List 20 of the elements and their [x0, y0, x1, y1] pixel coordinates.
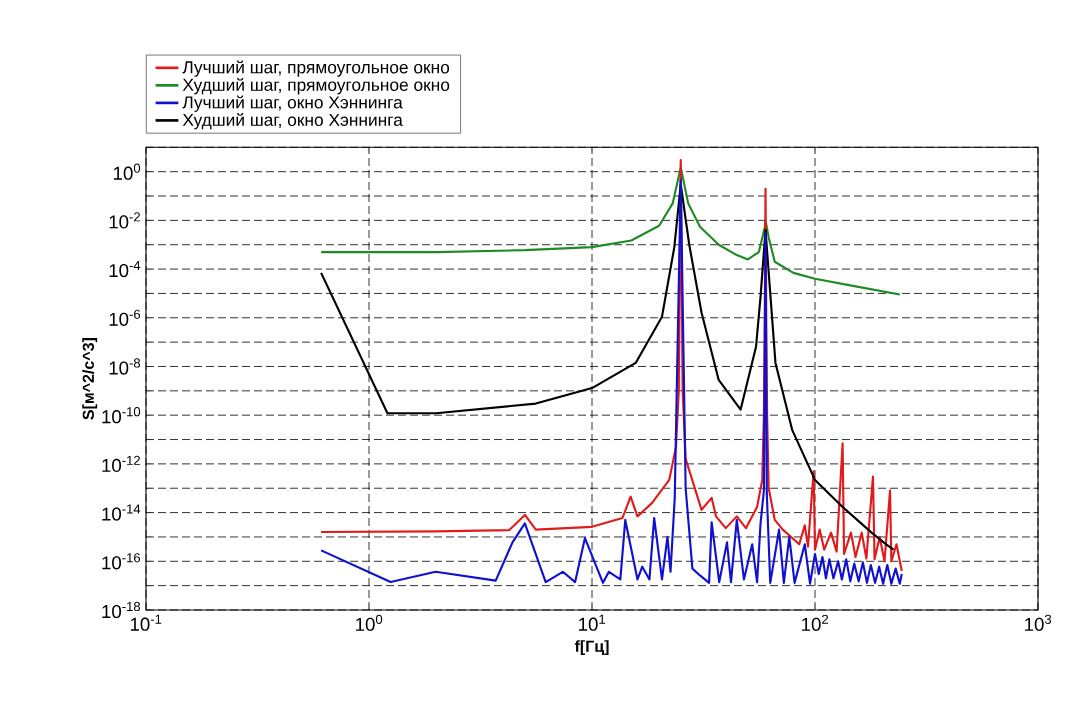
y-tick-label: 10$^{-14}$	[102, 504, 141, 521]
legend-label: Худший шаг, окно Хэннинга	[182, 112, 403, 130]
y-tick-label: 10$^{-6}$	[109, 309, 141, 326]
y-tick-label: 10$^{-8}$	[109, 358, 141, 375]
legend-label: Лучший шаг, окно Хэннинга	[182, 95, 403, 112]
y-tick-label: 10$^{-4}$	[109, 261, 141, 278]
y-tick-label: 10$^{-2}$	[109, 212, 140, 229]
x-tick-label: 10$^{1}$	[579, 614, 606, 631]
y-axis-title: S[м^2/с^3]	[82, 338, 98, 420]
x-tick-label: 10$^{3}$	[1025, 614, 1052, 631]
x-axis-title: f[Гц]	[574, 640, 609, 656]
y-tick-label: 10$^{-12}$	[102, 455, 140, 473]
x-tick-label: 10$^{0}$	[356, 614, 383, 631]
y-tick-label: 10$^{-10}$	[102, 407, 141, 424]
legend-label: Лучший шаг, прямоугольное окно	[182, 60, 450, 77]
y-tick-label: 10$^{0}$	[114, 163, 141, 180]
y-tick-label: 10$^{-16}$	[102, 553, 141, 570]
x-tick-label: 10$^{2}$	[802, 614, 829, 631]
legend-label: Худший шаг, прямоугольное окно	[182, 77, 450, 95]
x-tick-label: 10$^{-1}$	[130, 614, 162, 631]
